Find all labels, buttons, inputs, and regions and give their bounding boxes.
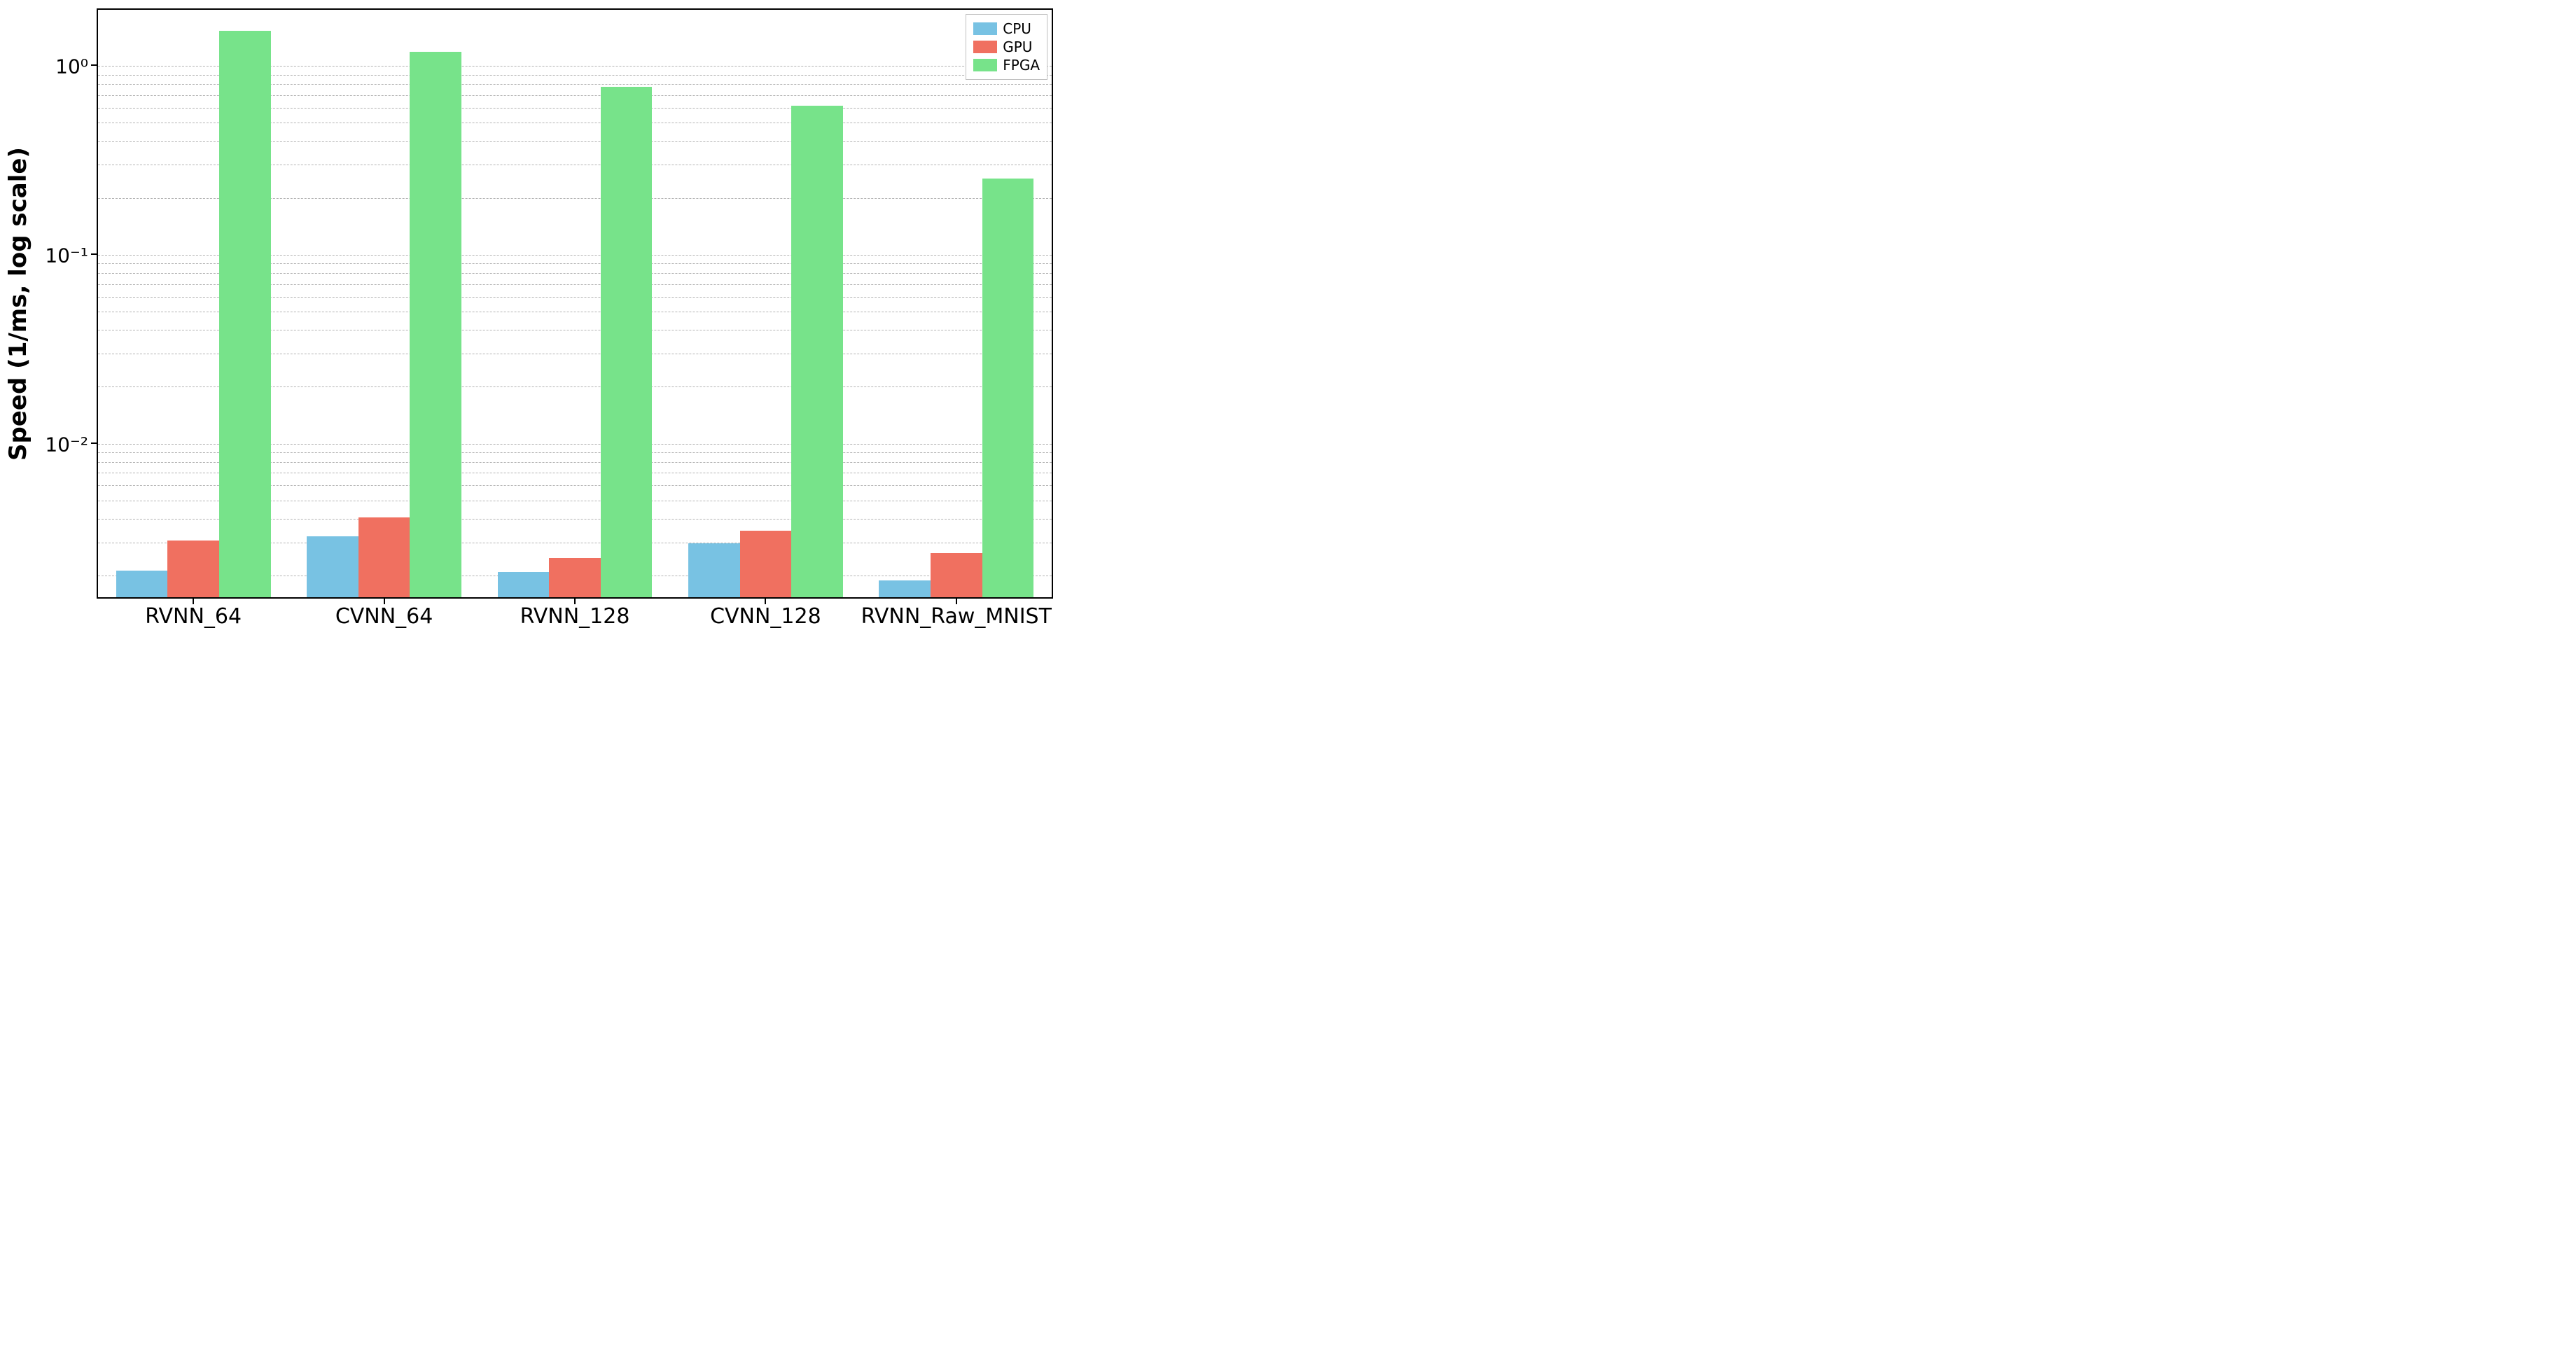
y-axis-label: Speed (1/ms, log scale) (4, 147, 32, 461)
legend-label: GPU (1003, 39, 1032, 55)
bar-fpga (601, 87, 653, 597)
xtick-label: RVNN_64 (145, 597, 242, 629)
bar-gpu (740, 531, 792, 597)
bar-cpu (879, 580, 931, 597)
bar-gpu (931, 553, 982, 597)
ytick-label: 10⁻² (45, 433, 98, 456)
legend-patch (973, 22, 997, 35)
bar-fpga (791, 106, 843, 597)
bar-gpu (358, 517, 410, 597)
plot-inner (98, 10, 1052, 597)
xtick-label: CVNN_128 (710, 597, 821, 629)
legend-item-fpga: FPGA (973, 57, 1040, 74)
legend-item-gpu: GPU (973, 39, 1040, 55)
bar-cpu (498, 572, 550, 597)
legend-patch (973, 41, 997, 53)
legend-label: FPGA (1003, 57, 1040, 74)
bar-gpu (167, 541, 219, 597)
ytick-label: 10⁻¹ (45, 244, 98, 267)
legend: CPU GPU FPGA (966, 14, 1047, 80)
xtick-label: CVNN_64 (335, 597, 433, 629)
plot-area: 10⁻²10⁻¹10⁰RVNN_64CVNN_64RVNN_128CVNN_12… (97, 8, 1053, 599)
figure: 10⁻² 10⁻¹ 10⁰ RVNN_64 CVNN_64 RVNN_128 CVNN_12… (0, 0, 1064, 634)
ytick-label: 10⁰ (55, 55, 98, 78)
xtick-label: RVNN_Raw_MNIST (861, 597, 1052, 629)
bar-fpga (410, 52, 461, 597)
legend-item-cpu: CPU (973, 20, 1040, 37)
bar-cpu (307, 536, 358, 597)
bar-cpu (116, 571, 168, 597)
bar-fpga (982, 179, 1034, 597)
xtick-label: RVNN_128 (520, 597, 630, 629)
legend-label: CPU (1003, 20, 1031, 37)
bar-fpga (219, 31, 271, 597)
legend-patch (973, 59, 997, 71)
bar-cpu (688, 543, 740, 597)
bar-gpu (549, 558, 601, 597)
